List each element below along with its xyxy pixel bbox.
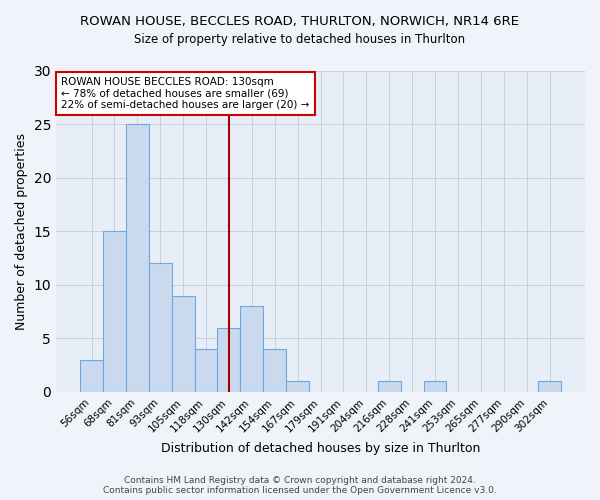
Bar — [126, 124, 149, 392]
Bar — [194, 349, 217, 392]
Bar — [217, 328, 241, 392]
Text: ROWAN HOUSE BECCLES ROAD: 130sqm
← 78% of detached houses are smaller (69)
22% o: ROWAN HOUSE BECCLES ROAD: 130sqm ← 78% o… — [61, 77, 310, 110]
Text: Size of property relative to detached houses in Thurlton: Size of property relative to detached ho… — [134, 32, 466, 46]
Bar — [80, 360, 103, 392]
Bar — [263, 349, 286, 392]
Y-axis label: Number of detached properties: Number of detached properties — [15, 132, 28, 330]
Bar — [172, 296, 194, 392]
X-axis label: Distribution of detached houses by size in Thurlton: Distribution of detached houses by size … — [161, 442, 480, 455]
Bar — [378, 381, 401, 392]
Bar — [241, 306, 263, 392]
Bar — [424, 381, 446, 392]
Bar — [103, 231, 126, 392]
Text: Contains HM Land Registry data © Crown copyright and database right 2024.
Contai: Contains HM Land Registry data © Crown c… — [103, 476, 497, 495]
Bar — [286, 381, 309, 392]
Bar — [538, 381, 561, 392]
Text: ROWAN HOUSE, BECCLES ROAD, THURLTON, NORWICH, NR14 6RE: ROWAN HOUSE, BECCLES ROAD, THURLTON, NOR… — [80, 15, 520, 28]
Bar — [149, 264, 172, 392]
